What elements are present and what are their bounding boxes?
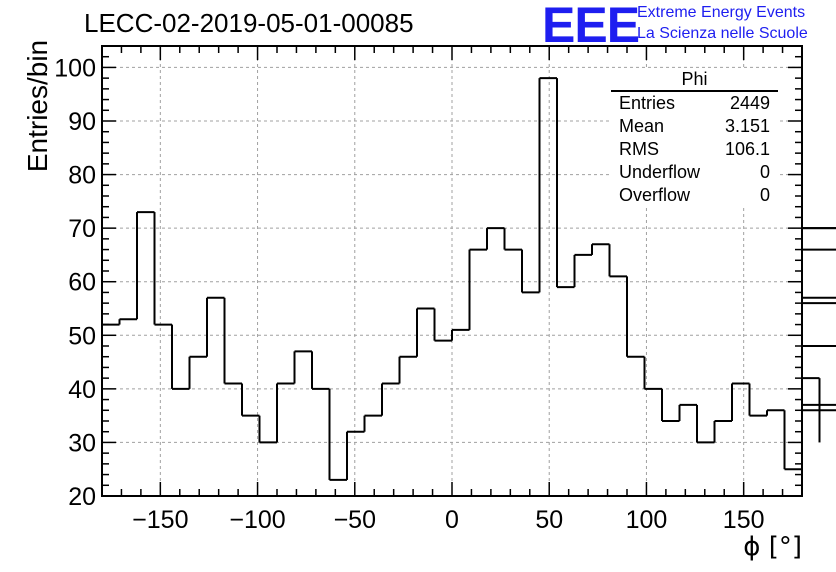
- stats-box: Phi Entries 2449 Mean 3.151 RMS 106.1 Un…: [611, 68, 778, 207]
- histogram-bin: [223, 297, 242, 385]
- stats-value: 3.151: [724, 116, 770, 136]
- stats-row-underflow: Underflow 0: [611, 161, 778, 184]
- histogram-bin: [276, 382, 295, 443]
- histogram-bin: [346, 430, 365, 480]
- x-tick-label: 0: [445, 506, 459, 534]
- histogram-bin: [766, 409, 785, 416]
- stats-label: RMS: [619, 139, 659, 159]
- histogram-bin: [802, 296, 836, 299]
- stats-label: Underflow: [619, 162, 701, 182]
- histogram-bin: [802, 302, 836, 305]
- x-tick-label: −150: [132, 506, 188, 534]
- x-tick-label: 50: [535, 506, 563, 534]
- histogram-bin: [591, 243, 610, 255]
- histogram-bin: [416, 307, 435, 357]
- histogram-bin: [661, 388, 680, 422]
- histogram-bin: [713, 420, 732, 443]
- histogram-bin: [398, 355, 417, 384]
- histogram-bin: [626, 276, 645, 358]
- histogram-bin: [573, 253, 592, 288]
- histogram-bin: [293, 350, 312, 384]
- histogram-bin: [118, 318, 137, 325]
- histogram-bin: [363, 414, 382, 432]
- stats-row-overflow: Overflow 0: [611, 184, 778, 207]
- stats-label: Entries: [619, 93, 676, 113]
- histogram-bin: [311, 351, 330, 390]
- histogram-bin: [206, 296, 225, 357]
- logo-line-2: La Scienza nelle Scuole: [637, 25, 808, 42]
- histogram-bin: [136, 211, 155, 320]
- histogram-bin: [153, 212, 172, 326]
- histogram-bin: [731, 382, 750, 421]
- stats-row-entries: Entries 2449: [611, 92, 778, 115]
- stats-label: Overflow: [619, 185, 691, 205]
- y-axis-label: Entries/bin: [22, 39, 53, 173]
- histogram-bin: [608, 244, 627, 278]
- x-tick-label: −50: [334, 506, 376, 534]
- histogram-bin: [643, 356, 662, 390]
- histogram-bin: [678, 403, 697, 421]
- histogram-bin: [802, 409, 836, 412]
- histogram-bin: [503, 228, 522, 251]
- run-title: LECC-02-2019-05-01-00085: [84, 8, 414, 38]
- stats-label: Mean: [619, 116, 665, 136]
- histogram-bin: [241, 383, 260, 417]
- axes: [101, 45, 803, 497]
- stats-row-mean: Mean 3.151: [611, 115, 778, 138]
- x-axis-label: ϕ [°]: [743, 532, 802, 562]
- histogram-bin: [802, 227, 836, 230]
- histogram-bin: [328, 388, 347, 481]
- histogram-bin: [451, 328, 470, 341]
- histogram-bin: [468, 248, 487, 330]
- y-tick-label: 20: [68, 483, 96, 511]
- logo-line-1: Extreme Energy Events: [637, 4, 806, 21]
- x-tick-label: −100: [229, 506, 285, 534]
- histogram-bin: [258, 415, 277, 444]
- histogram-bin: [802, 403, 836, 406]
- histogram-bin: [171, 324, 190, 390]
- histogram-bin: [802, 345, 836, 347]
- y-tick-label: 40: [68, 376, 96, 404]
- stats-title: Phi: [611, 68, 778, 92]
- histogram-bin: [486, 227, 505, 250]
- x-tick-label: 150: [723, 506, 765, 534]
- histogram-bin: [748, 383, 767, 417]
- stats-value: 0: [759, 185, 770, 205]
- eee-logo: EEE: [542, 0, 640, 53]
- y-tick-label: 90: [68, 108, 96, 136]
- y-tick-label: 70: [68, 215, 96, 243]
- histogram-bin: [381, 382, 400, 416]
- histogram-bars: [102, 77, 836, 481]
- y-tick-label: 100: [54, 54, 96, 82]
- x-tick-label: 100: [626, 506, 668, 534]
- stats-value: 106.1: [724, 139, 770, 159]
- stats-value: 2449: [729, 93, 770, 113]
- histogram-bin: [556, 78, 575, 289]
- histogram-bin: [783, 410, 802, 471]
- histogram-bin: [521, 249, 540, 294]
- histogram-bin: [433, 308, 452, 342]
- tick-labels: −150 −100 −50 0 50 100 150 20 30 40 50 60 70 80 90 100: [54, 54, 764, 534]
- histogram-bin: [696, 404, 715, 444]
- y-tick-label: 30: [68, 429, 96, 457]
- histogram-bin: [802, 248, 836, 251]
- stats-value: 0: [759, 162, 770, 182]
- y-tick-label: 50: [68, 322, 96, 350]
- stats-row-rms: RMS 106.1: [611, 138, 778, 161]
- y-tick-label: 60: [68, 269, 96, 297]
- histogram-bin: [188, 355, 207, 389]
- y-tick-label: 80: [68, 162, 96, 190]
- histogram-bin: [538, 77, 557, 293]
